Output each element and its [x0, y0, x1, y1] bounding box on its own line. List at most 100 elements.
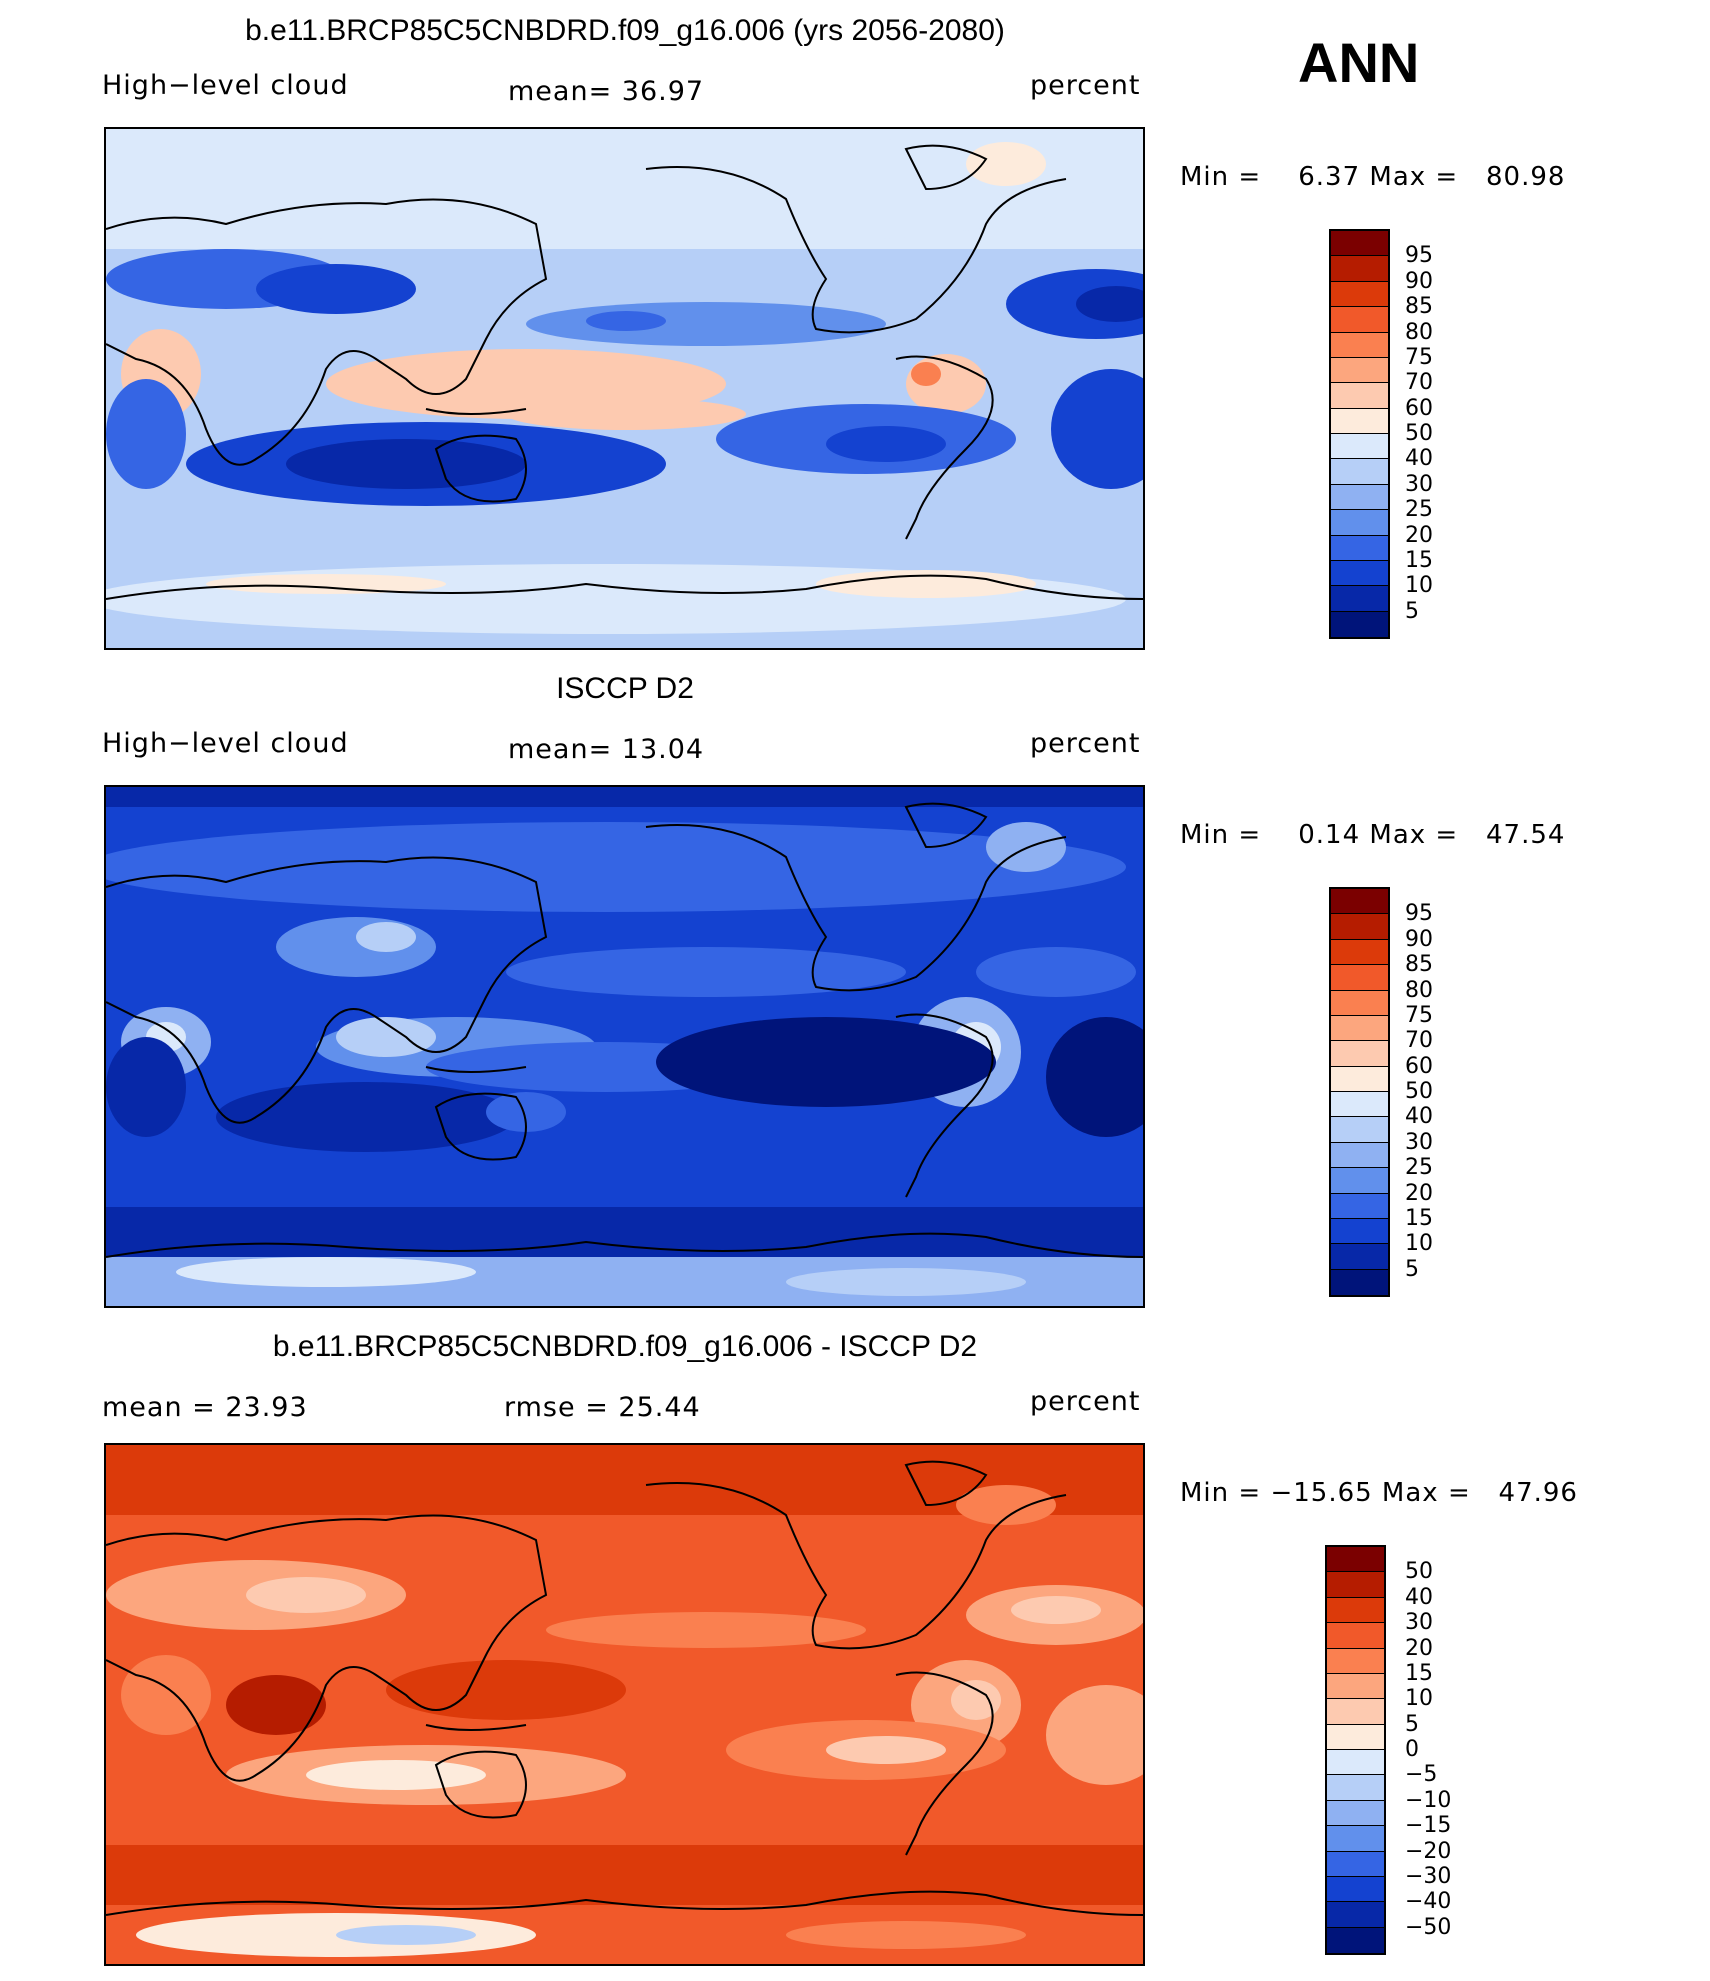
- colorbar-tick-label: 30: [1405, 471, 1433, 497]
- colorbar-tick-label: 15: [1405, 1660, 1433, 1686]
- colorbar-swatch: [1331, 939, 1388, 966]
- colorbar-tick-label: 5: [1405, 1256, 1419, 1282]
- colorbar-swatch: [1331, 332, 1388, 358]
- colorbar-swatch: [1331, 1015, 1388, 1042]
- colorbar-swatch: [1331, 484, 1388, 511]
- colorbar-swatch: [1331, 434, 1388, 460]
- panel-3-rmse-label: rmse = 25.44: [504, 1392, 701, 1423]
- colorbar-swatch: [1331, 990, 1388, 1016]
- colorbar-tick-label: 40: [1405, 1104, 1433, 1130]
- panel-3-mean-label: mean = 23.93: [102, 1392, 308, 1423]
- colorbar-swatch: [1327, 1876, 1384, 1903]
- colorbar-tick-label: −15: [1405, 1813, 1452, 1839]
- colorbar-swatch: [1327, 1750, 1384, 1776]
- colorbar-tick-label: 80: [1405, 977, 1433, 1003]
- colorbar-tick-label: 50: [1405, 1559, 1433, 1585]
- colorbar-tick-label: 95: [1405, 901, 1433, 927]
- colorbar-swatch: [1331, 1168, 1388, 1194]
- colorbar-tick-label: 10: [1405, 573, 1433, 599]
- colorbar-tick-label: 30: [1405, 1610, 1433, 1636]
- colorbar-tick-label: −5: [1405, 1762, 1438, 1788]
- colorbar-swatch: [1327, 1851, 1384, 1877]
- colorbar-swatch: [1327, 1724, 1384, 1750]
- colorbar-tick-label: 85: [1405, 952, 1433, 978]
- colorbar-swatch: [1331, 408, 1388, 434]
- colorbar-tick-label: 60: [1405, 1053, 1433, 1079]
- panel-1-minmax: Min = 6.37 Max = 80.98: [1180, 162, 1566, 192]
- colorbar-tick-label: −20: [1405, 1838, 1452, 1864]
- colorbar-swatch: [1331, 586, 1388, 612]
- colorbar-tick-label: 60: [1405, 395, 1433, 421]
- colorbar-swatch: [1331, 281, 1388, 308]
- colorbar-tick-label: 40: [1405, 1584, 1433, 1610]
- colorbar-swatch: [1331, 459, 1388, 485]
- colorbar-tick-label: 25: [1405, 1155, 1433, 1181]
- colorbar-tick-label: 20: [1405, 1180, 1433, 1206]
- panel-2-variable-label: High−level cloud: [102, 728, 349, 759]
- colorbar-tick-label: 30: [1405, 1129, 1433, 1155]
- colorbar-tick-label: 75: [1405, 1002, 1433, 1028]
- colorbar-tick-label: −10: [1405, 1787, 1452, 1813]
- panel-1-contour-map: [106, 129, 1143, 648]
- colorbar-swatch: [1331, 307, 1388, 333]
- colorbar-swatch: [1327, 1800, 1384, 1827]
- colorbar-tick-label: 85: [1405, 294, 1433, 320]
- panel-1-colorbar: [1329, 229, 1390, 639]
- colorbar-swatch: [1331, 1142, 1388, 1169]
- colorbar-swatch: [1331, 1117, 1388, 1143]
- colorbar-swatch: [1331, 256, 1388, 282]
- panel-1-units-label: percent: [1030, 70, 1141, 101]
- colorbar-tick-label: 0: [1405, 1737, 1419, 1762]
- panel-2-minmax: Min = 0.14 Max = 47.54: [1180, 820, 1566, 850]
- colorbar-swatch: [1331, 357, 1388, 384]
- panel-2-colorbar: [1329, 887, 1390, 1297]
- panel-3-colorbar: [1325, 1545, 1386, 1955]
- colorbar-swatch: [1327, 1673, 1384, 1700]
- colorbar-swatch: [1331, 1041, 1388, 1067]
- colorbar-swatch: [1331, 1092, 1388, 1118]
- colorbar-swatch: [1327, 1775, 1384, 1801]
- panel-2-units-label: percent: [1030, 728, 1141, 759]
- colorbar-tick-label: −50: [1405, 1914, 1452, 1940]
- colorbar-swatch: [1327, 1623, 1384, 1649]
- panel-2-title: ISCCP D2: [556, 672, 694, 705]
- panel-2-colorbar-labels: 95 90 85 80 75 70 60 50 40 30 25 20 15 10 5: [1405, 887, 1465, 1297]
- colorbar-swatch: [1327, 1597, 1384, 1624]
- colorbar-swatch: [1331, 231, 1388, 257]
- colorbar-tick-label: 90: [1405, 926, 1433, 952]
- panel-3-units-label: percent: [1030, 1386, 1141, 1417]
- colorbar-swatch: [1327, 1648, 1384, 1674]
- colorbar-swatch: [1331, 914, 1388, 940]
- colorbar-tick-label: 70: [1405, 370, 1433, 396]
- colorbar-tick-label: 5: [1405, 1711, 1419, 1737]
- colorbar-tick-label: 90: [1405, 268, 1433, 294]
- colorbar-swatch: [1327, 1572, 1384, 1598]
- colorbar-tick-label: 95: [1405, 243, 1433, 269]
- panel-3-minmax: Min = −15.65 Max = 47.96: [1180, 1478, 1578, 1508]
- colorbar-swatch: [1331, 1244, 1388, 1270]
- colorbar-swatch: [1327, 1826, 1384, 1852]
- colorbar-swatch: [1327, 1699, 1384, 1725]
- colorbar-swatch: [1331, 383, 1388, 409]
- panel-1-mean-label: mean= 36.97: [508, 76, 705, 107]
- colorbar-tick-label: 15: [1405, 547, 1433, 573]
- colorbar-swatch: [1331, 1193, 1388, 1219]
- colorbar-swatch: [1331, 965, 1388, 991]
- panel-2-map: [104, 785, 1145, 1308]
- colorbar-tick-label: −40: [1405, 1889, 1452, 1915]
- colorbar-tick-label: 80: [1405, 319, 1433, 345]
- panel-1-map: [104, 127, 1145, 650]
- colorbar-tick-label: 15: [1405, 1205, 1433, 1231]
- colorbar-tick-label: 50: [1405, 421, 1433, 446]
- colorbar-tick-label: 40: [1405, 446, 1433, 472]
- panel-3-title: b.e11.BRCP85C5CNBDRD.f09_g16.006 - ISCCP…: [272, 1330, 978, 1363]
- colorbar-tick-label: 70: [1405, 1028, 1433, 1054]
- colorbar-swatch: [1331, 611, 1388, 637]
- colorbar-tick-label: 75: [1405, 344, 1433, 370]
- colorbar-tick-label: −30: [1405, 1863, 1452, 1889]
- season-label: ANN: [1298, 31, 1420, 94]
- colorbar-tick-label: 50: [1405, 1079, 1433, 1104]
- colorbar-tick-label: 10: [1405, 1231, 1433, 1257]
- colorbar-swatch: [1331, 510, 1388, 536]
- panel-3-map: [104, 1443, 1145, 1966]
